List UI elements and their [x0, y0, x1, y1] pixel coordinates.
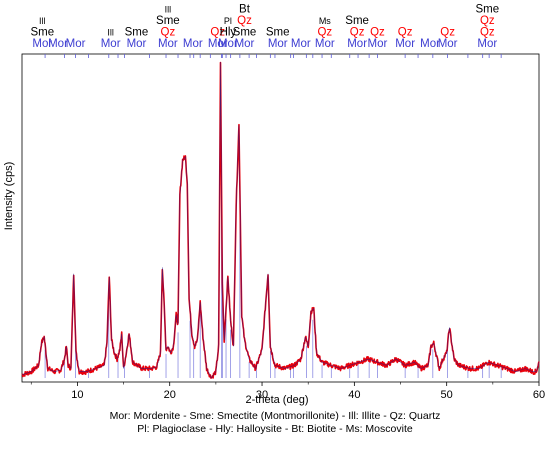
- phase-label: Mor: [101, 38, 121, 50]
- phase-label: Mor: [218, 38, 238, 50]
- phase-label: Mor: [420, 38, 440, 50]
- x-axis-label: 2-theta (deg): [246, 394, 309, 406]
- phase-label: Ill: [39, 16, 46, 26]
- x-tick-label: 20: [164, 389, 176, 401]
- phase-label: Mor: [183, 38, 203, 50]
- phase-label: Sme: [475, 4, 499, 16]
- phase-label: Mor: [477, 38, 497, 50]
- phase-label: Qz: [480, 27, 495, 39]
- phase-label: Mor: [347, 38, 367, 50]
- plot-frame: [21, 53, 540, 383]
- x-tick-label: 60: [533, 389, 545, 401]
- phase-label: Qz: [480, 15, 495, 27]
- phase-label: Ms: [319, 16, 331, 26]
- x-tick-label: 10: [71, 389, 83, 401]
- phase-label: Mor: [291, 38, 311, 50]
- phase-label: Sme: [156, 15, 180, 27]
- x-axis: 10 20 30 40 50 60: [30, 382, 545, 401]
- phase-label: Mor: [158, 38, 178, 50]
- y-axis-label: Intensity (cps): [3, 162, 15, 230]
- phase-label: Mor: [208, 38, 228, 50]
- phase-label: Sme: [125, 27, 149, 39]
- phase-label: Qz: [440, 27, 455, 39]
- phase-label: Mor: [268, 38, 288, 50]
- phase-label: Qz: [398, 27, 413, 39]
- phase-label: Mor: [315, 38, 335, 50]
- phase-label: Mor: [48, 38, 68, 50]
- phase-label: Bt: [239, 4, 251, 16]
- phase-label: Hly: [220, 27, 237, 39]
- x-tick-label: 40: [348, 389, 360, 401]
- phase-label: Qz: [370, 27, 385, 39]
- x-tick-label: 30: [256, 389, 268, 401]
- phase-label: Mor: [395, 38, 415, 50]
- phase-label: Sme: [266, 27, 290, 39]
- phase-label: Pl: [224, 16, 232, 26]
- reference-tick-marks: [44, 54, 502, 58]
- phase-label: Mor: [127, 38, 147, 50]
- phase-label: Ill: [107, 28, 114, 38]
- series-group: [21, 61, 540, 379]
- phase-label: Qz: [161, 27, 176, 39]
- caption-line-2: Pl: Plagioclase - Hly: Halloysite - Bt: …: [137, 423, 413, 435]
- x-tick-label: 50: [441, 389, 453, 401]
- phase-label: Mor: [368, 38, 388, 50]
- phase-label: Mor: [235, 38, 255, 50]
- phase-label: Sme: [30, 27, 54, 39]
- calculated-profile-line: [21, 61, 540, 379]
- phase-label: Sme: [345, 15, 369, 27]
- phase-label: Mor: [66, 38, 86, 50]
- phase-label: Qz: [237, 15, 252, 27]
- phase-label: Mor: [438, 38, 458, 50]
- phase-label: Qz: [317, 27, 332, 39]
- caption-line-1: Mor: Mordenite - Sme: Smectite (Montmori…: [109, 410, 441, 422]
- phase-label: Mor: [32, 38, 52, 50]
- phase-label: Ill: [165, 5, 172, 15]
- phase-label: Sme: [233, 27, 257, 39]
- phase-label: Qz: [350, 27, 365, 39]
- phase-label: Qz: [210, 27, 225, 39]
